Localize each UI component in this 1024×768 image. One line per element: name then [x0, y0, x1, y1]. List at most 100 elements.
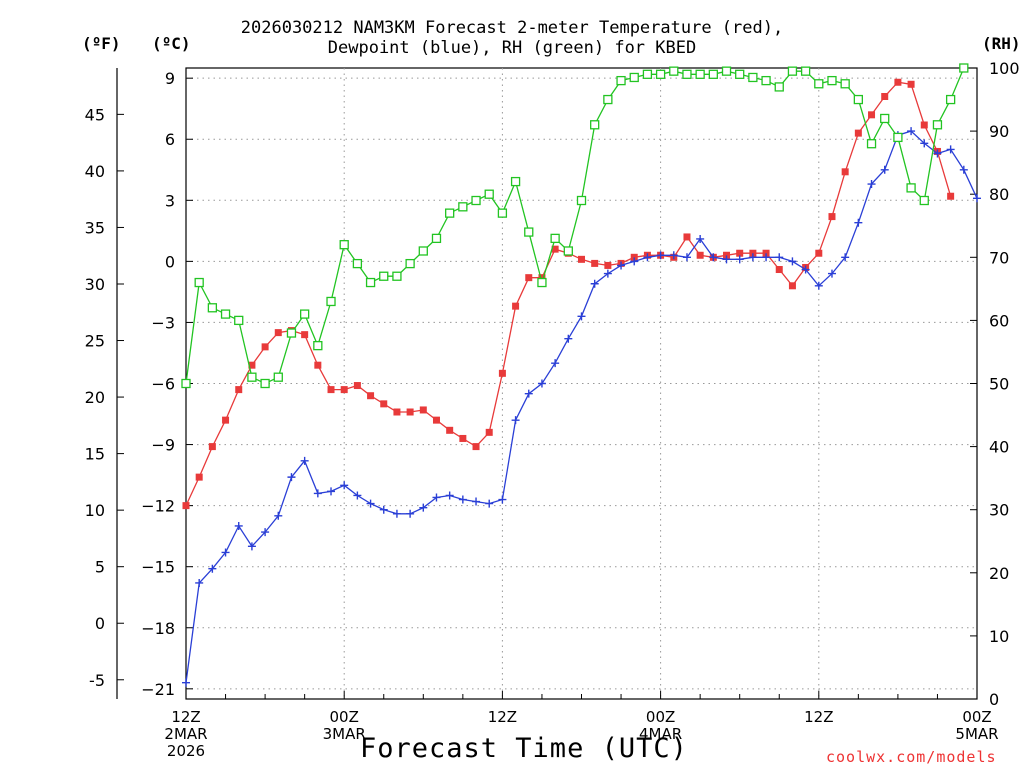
fahrenheit-tick-label: 35	[85, 218, 105, 237]
rh-point	[655, 69, 666, 79]
rh-point	[379, 271, 389, 281]
rh-point	[299, 309, 310, 319]
series-green	[181, 63, 969, 389]
temperature-point	[841, 168, 849, 176]
temperature-point	[261, 343, 269, 351]
celsius-tick-label: −15	[141, 558, 175, 577]
x-tick-label: 2MAR	[164, 725, 207, 743]
rh-point	[616, 75, 626, 86]
celsius-tick-label: −6	[151, 375, 175, 394]
rh-point	[721, 66, 732, 76]
rh-point	[853, 94, 863, 105]
rh-point	[352, 258, 363, 269]
dewpoint-point	[920, 139, 929, 148]
dewpoint-point	[827, 269, 836, 278]
dewpoint-point	[511, 416, 520, 425]
rh-point	[814, 79, 824, 89]
rh-point	[418, 246, 428, 256]
dewpoint-point	[208, 564, 217, 573]
temperature-point	[578, 255, 585, 263]
dewpoint-point	[577, 312, 586, 321]
series-line-red	[185, 81, 952, 506]
dewpoint-point	[537, 379, 546, 388]
rh-point	[431, 233, 442, 244]
x-tick-label: 3MAR	[323, 725, 366, 743]
temperature-point	[274, 329, 282, 337]
dewpoint-point	[432, 493, 441, 502]
fahrenheit-tick-label: -5	[89, 671, 105, 690]
gridlines	[186, 68, 977, 699]
temperature-point	[498, 369, 506, 377]
rh-point	[550, 233, 560, 244]
dewpoint-point	[406, 509, 415, 518]
dewpoint-point	[880, 165, 889, 174]
temperature-point	[367, 392, 375, 400]
rh-point	[787, 66, 798, 76]
x-tick-label: 12Z	[804, 708, 833, 726]
dewpoint-point	[669, 251, 678, 260]
temperature-point	[485, 428, 493, 436]
temperature-point	[432, 416, 440, 424]
dewpoint-point	[722, 255, 731, 264]
dewpoint-point	[854, 218, 863, 227]
dewpoint-point	[419, 503, 428, 512]
rh-point	[273, 372, 283, 382]
dewpoint-point	[366, 499, 375, 508]
temperature-point	[380, 400, 388, 408]
x-tick-label: 12Z	[488, 708, 517, 726]
rh-tick-label: 80	[989, 185, 1009, 204]
temperature-point	[472, 443, 480, 451]
rh-point	[603, 94, 613, 105]
source-credit: coolwx.com/models	[826, 748, 997, 766]
dewpoint-point	[485, 499, 494, 508]
temperature-point	[538, 274, 546, 282]
dewpoint-point	[682, 253, 691, 262]
rh-point	[484, 189, 494, 199]
rh-point	[260, 378, 270, 389]
x-tick-label: 5MAR	[955, 725, 998, 743]
dewpoint-point	[643, 253, 652, 262]
rh-point	[207, 303, 218, 313]
rh-tick-label: 60	[989, 311, 1009, 330]
dewpoint-point	[973, 194, 981, 203]
temperature-point	[301, 331, 309, 339]
celsius-tick-label: 9	[165, 69, 175, 88]
temperature-point	[894, 78, 902, 86]
x-axis-title: Forecast Time (UTC)	[360, 733, 688, 764]
series-red	[182, 78, 955, 510]
rh-point	[537, 277, 547, 288]
x-tick-label: 12Z	[171, 708, 200, 726]
rh-point	[774, 82, 784, 92]
rh-point	[326, 296, 336, 307]
rh-point	[524, 227, 534, 237]
rh-point	[392, 271, 402, 281]
dewpoint-point	[933, 149, 942, 158]
rh-point	[234, 315, 244, 326]
fahrenheit-tick-label: 30	[85, 275, 105, 294]
fahrenheit-tick-label: 40	[85, 162, 105, 181]
temperature-point	[630, 253, 638, 261]
temperature-point	[512, 302, 520, 310]
celsius-tick-label: −3	[151, 313, 175, 332]
fahrenheit-tick-label: 20	[85, 388, 105, 407]
rh-point	[286, 328, 297, 338]
dewpoint-point	[603, 269, 612, 278]
temperature-point	[208, 443, 216, 451]
rh-point	[313, 340, 323, 351]
rh-unit-label: (RH)	[982, 34, 1021, 53]
rh-tick-label: 90	[989, 122, 1009, 141]
temperature-point	[604, 261, 612, 269]
dewpoint-point	[392, 509, 401, 518]
temperature-point	[248, 361, 256, 369]
rh-tick-label: 100	[989, 59, 1020, 78]
dewpoint-point	[867, 180, 876, 189]
temperature-point	[736, 249, 744, 257]
dewpoint-point	[841, 253, 850, 262]
temperature-point	[762, 249, 770, 257]
dewpoint-point	[221, 548, 230, 557]
celsius-tick-label: −21	[141, 680, 175, 699]
dewpoint-point	[472, 497, 481, 506]
temperature-point	[182, 502, 190, 510]
rh-point	[959, 63, 969, 73]
